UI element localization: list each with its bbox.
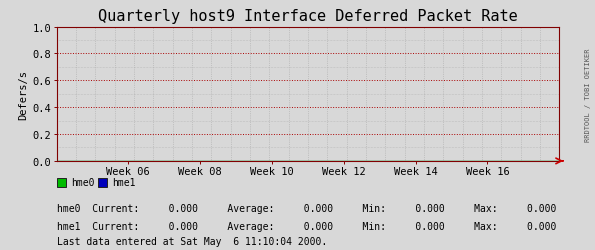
Y-axis label: Defers/s: Defers/s [18,70,28,119]
Text: Last data entered at Sat May  6 11:10:04 2000.: Last data entered at Sat May 6 11:10:04 … [57,236,327,246]
Title: Quarterly host9 Interface Deferred Packet Rate: Quarterly host9 Interface Deferred Packe… [98,9,518,24]
Text: hme1  Current:     0.000     Average:     0.000     Min:     0.000     Max:     : hme1 Current: 0.000 Average: 0.000 Min: … [57,221,556,231]
Text: hme0: hme0 [71,178,94,188]
Text: RRDTOOL / TOBI OETIKER: RRDTOOL / TOBI OETIKER [585,48,591,142]
Text: hme1: hme1 [112,178,135,188]
Text: hme0  Current:     0.000     Average:     0.000     Min:     0.000     Max:     : hme0 Current: 0.000 Average: 0.000 Min: … [57,203,556,213]
